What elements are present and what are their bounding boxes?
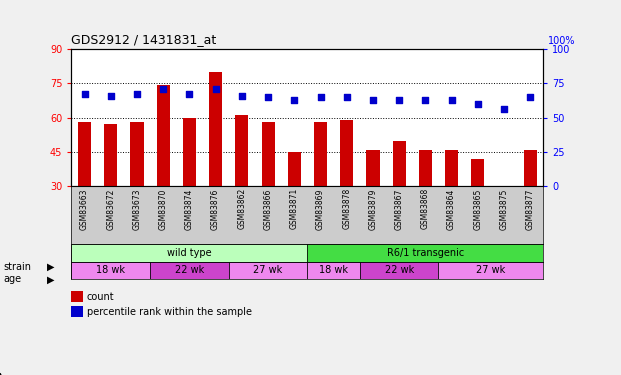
Text: GSM83871: GSM83871 bbox=[290, 188, 299, 230]
Point bbox=[211, 86, 220, 92]
Text: 18 wk: 18 wk bbox=[319, 266, 348, 276]
Point bbox=[368, 97, 378, 103]
Text: GDS2912 / 1431831_at: GDS2912 / 1431831_at bbox=[71, 33, 217, 46]
Text: GSM83862: GSM83862 bbox=[237, 188, 247, 230]
Bar bbox=[156, 86, 170, 186]
Bar bbox=[307, 244, 543, 262]
Point bbox=[79, 91, 89, 97]
Bar bbox=[71, 244, 307, 262]
Text: GSM83867: GSM83867 bbox=[395, 188, 404, 230]
Point bbox=[473, 101, 483, 107]
Text: GSM83672: GSM83672 bbox=[106, 188, 116, 230]
Bar bbox=[314, 122, 327, 186]
Text: GSM83870: GSM83870 bbox=[159, 188, 168, 230]
Bar bbox=[261, 122, 274, 186]
Text: GSM83875: GSM83875 bbox=[499, 188, 509, 230]
Bar bbox=[130, 122, 143, 186]
Text: GSM83874: GSM83874 bbox=[185, 188, 194, 230]
Text: GSM83865: GSM83865 bbox=[473, 188, 483, 230]
Text: GSM83879: GSM83879 bbox=[368, 188, 378, 230]
Bar bbox=[419, 150, 432, 186]
Point bbox=[263, 94, 273, 100]
Point bbox=[158, 86, 168, 92]
Text: strain: strain bbox=[3, 262, 31, 272]
Bar bbox=[340, 120, 353, 186]
Text: ▶: ▶ bbox=[47, 274, 55, 284]
Point bbox=[446, 97, 456, 103]
Point bbox=[106, 93, 116, 99]
Point bbox=[184, 91, 194, 97]
Point bbox=[525, 94, 535, 100]
Point bbox=[342, 94, 351, 100]
Text: 100%: 100% bbox=[548, 36, 575, 46]
Point bbox=[394, 97, 404, 103]
Text: GSM83866: GSM83866 bbox=[263, 188, 273, 230]
Text: GSM83864: GSM83864 bbox=[447, 188, 456, 230]
Text: 27 wk: 27 wk bbox=[253, 266, 283, 276]
Text: GSM83878: GSM83878 bbox=[342, 188, 351, 230]
Text: wild type: wild type bbox=[167, 248, 212, 258]
Point bbox=[289, 97, 299, 103]
Bar bbox=[104, 124, 117, 186]
Bar bbox=[78, 122, 91, 186]
Point bbox=[420, 97, 430, 103]
Bar bbox=[71, 262, 150, 279]
Bar bbox=[366, 150, 379, 186]
Bar bbox=[235, 115, 248, 186]
Bar bbox=[209, 72, 222, 186]
Bar bbox=[471, 159, 484, 186]
Point bbox=[132, 91, 142, 97]
Bar bbox=[150, 262, 229, 279]
Text: count: count bbox=[87, 292, 114, 302]
Text: 22 wk: 22 wk bbox=[384, 266, 414, 276]
Point bbox=[499, 106, 509, 112]
Text: GSM83673: GSM83673 bbox=[132, 188, 142, 230]
Bar bbox=[360, 262, 438, 279]
Text: GSM83663: GSM83663 bbox=[80, 188, 89, 230]
Bar bbox=[183, 118, 196, 186]
Text: 22 wk: 22 wk bbox=[175, 266, 204, 276]
Bar bbox=[445, 150, 458, 186]
Bar bbox=[438, 262, 543, 279]
Bar bbox=[229, 262, 307, 279]
Bar bbox=[307, 262, 360, 279]
Point bbox=[237, 93, 247, 99]
Bar bbox=[524, 150, 537, 186]
Point bbox=[315, 94, 325, 100]
Bar bbox=[288, 152, 301, 186]
Text: GSM83876: GSM83876 bbox=[211, 188, 220, 230]
Text: 27 wk: 27 wk bbox=[476, 266, 505, 276]
Text: percentile rank within the sample: percentile rank within the sample bbox=[87, 307, 252, 317]
Text: GSM83877: GSM83877 bbox=[526, 188, 535, 230]
Text: GSM83868: GSM83868 bbox=[421, 188, 430, 230]
Text: R6/1 transgenic: R6/1 transgenic bbox=[387, 248, 464, 258]
Text: ▶: ▶ bbox=[47, 262, 55, 272]
Bar bbox=[392, 141, 406, 186]
Text: 18 wk: 18 wk bbox=[96, 266, 125, 276]
Text: GSM83869: GSM83869 bbox=[316, 188, 325, 230]
Text: age: age bbox=[3, 274, 21, 284]
